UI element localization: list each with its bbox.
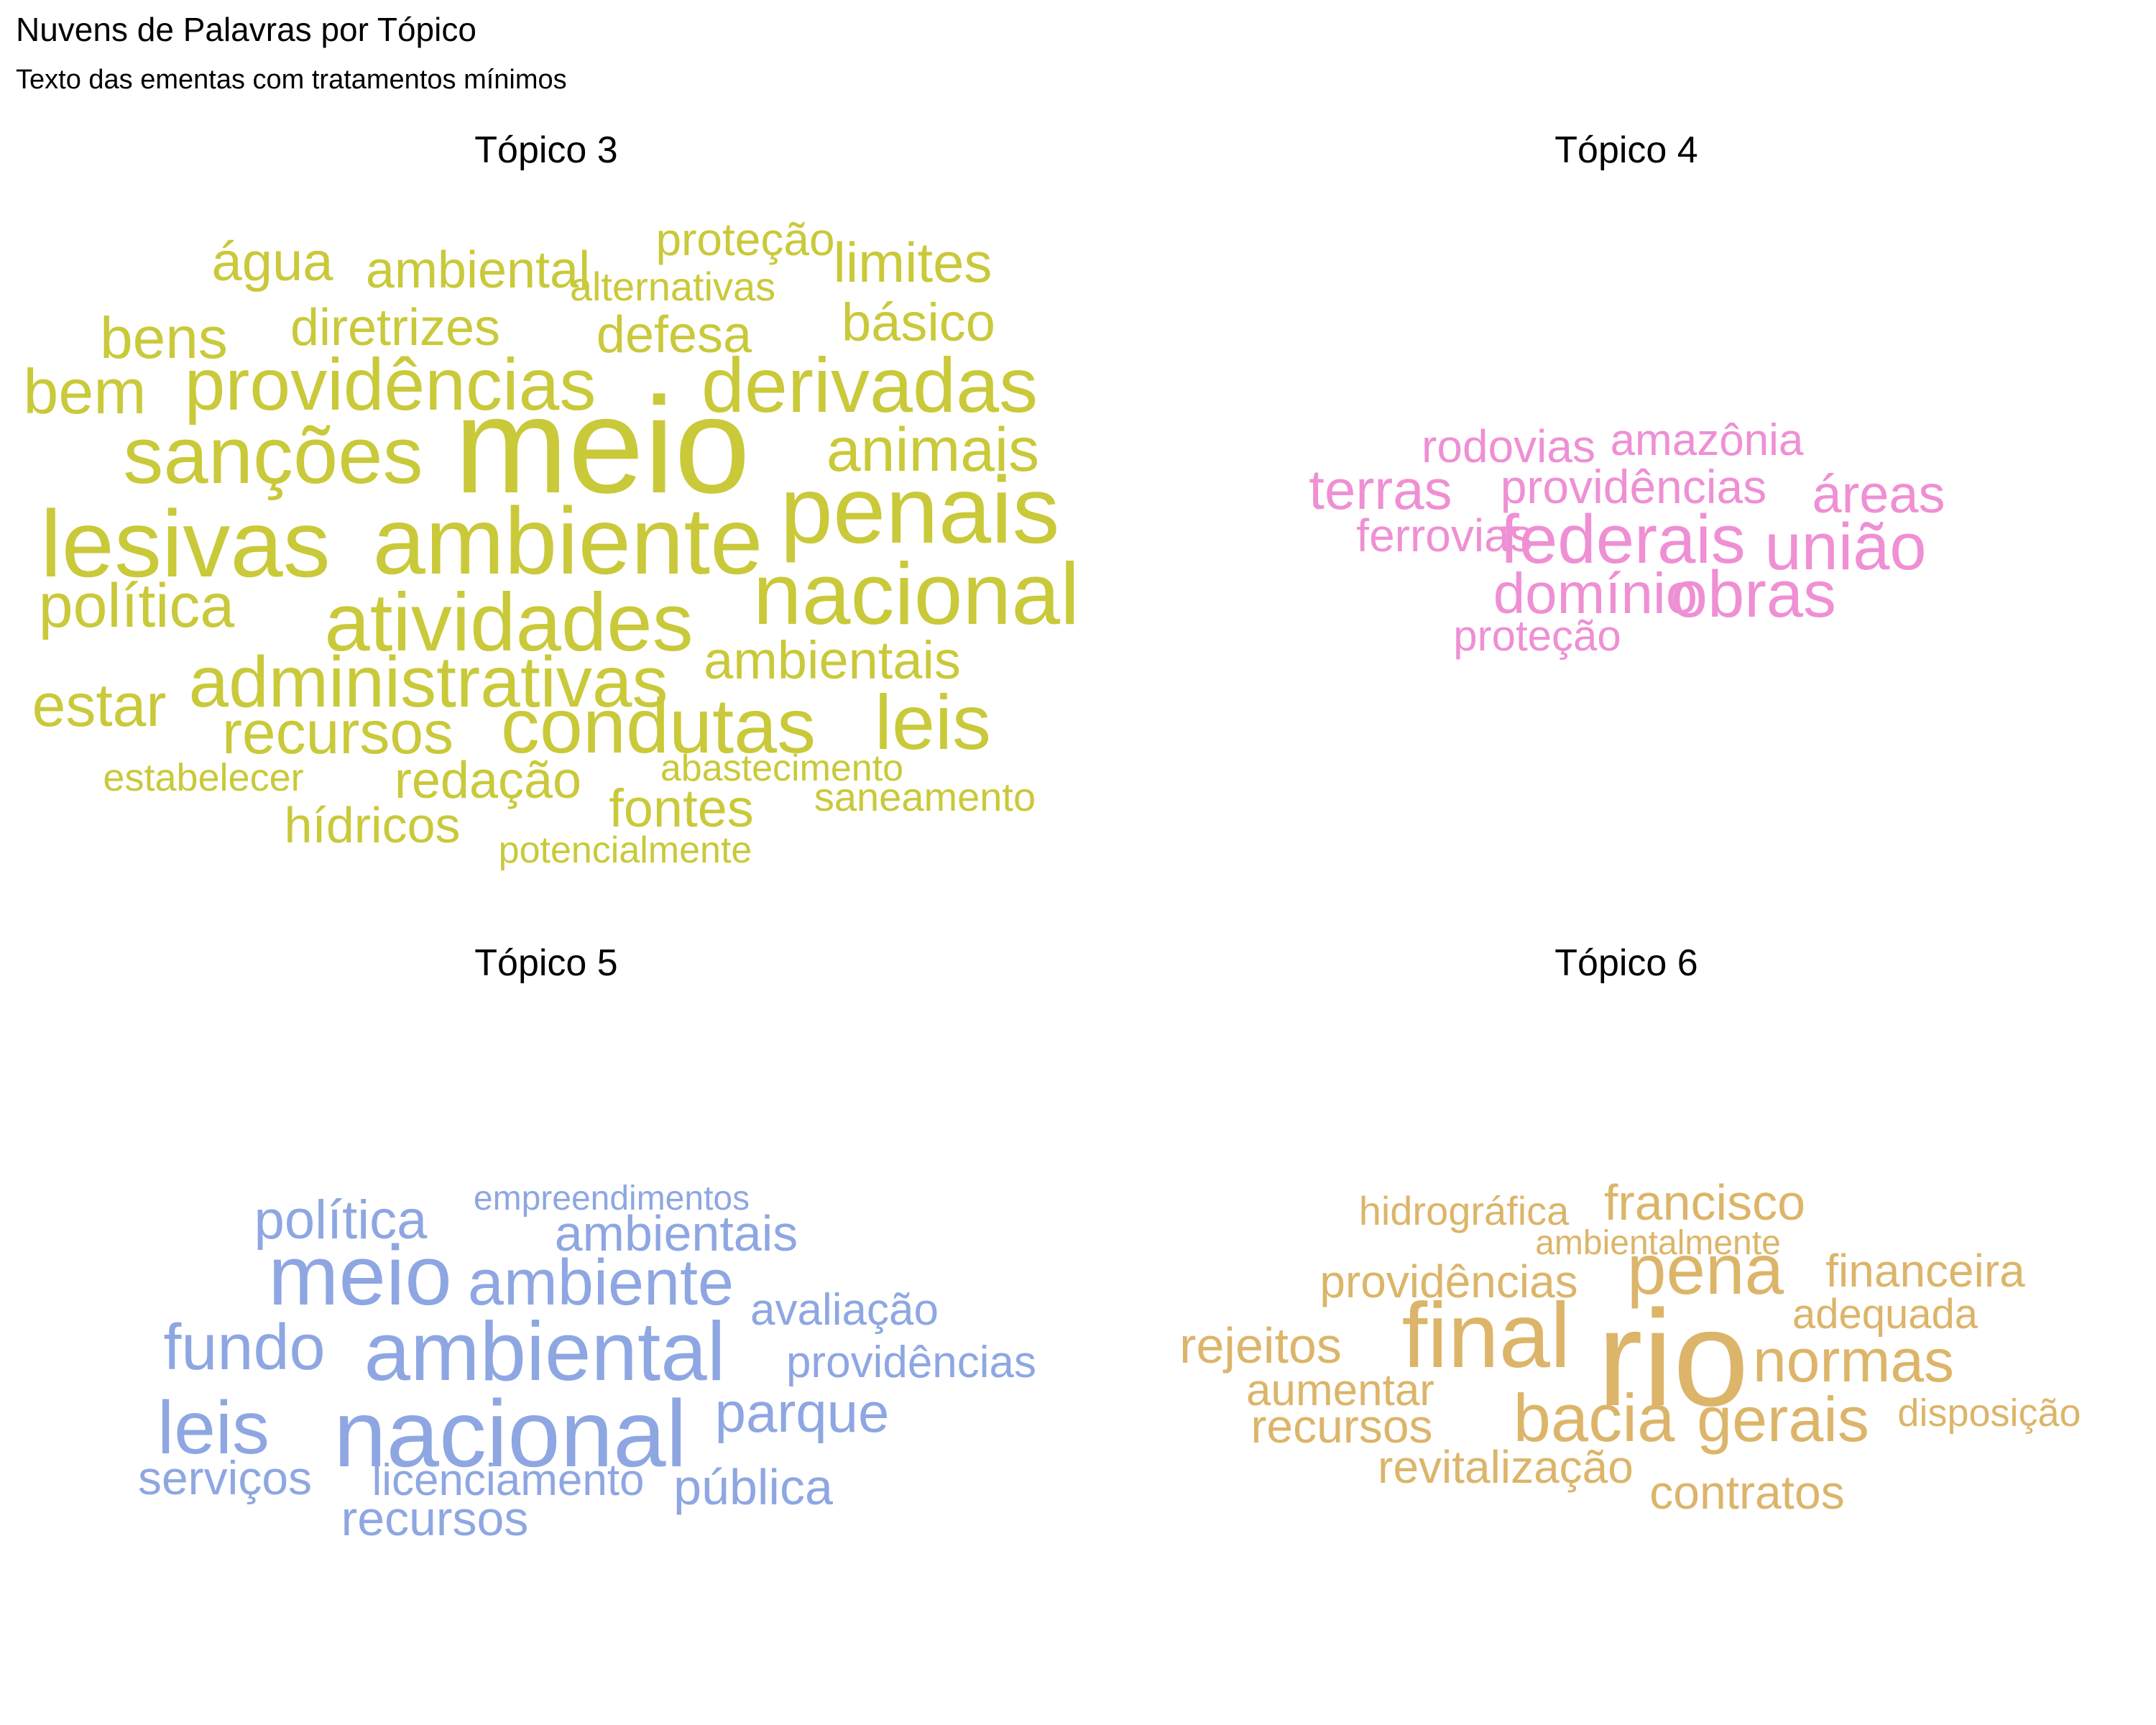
word-atividades: atividades — [324, 577, 693, 668]
word-providências: providências — [1319, 1256, 1577, 1307]
word-disposição: disposição — [1897, 1392, 2081, 1435]
word-bacia: bacia — [1514, 1380, 1675, 1455]
word-rejeitos: rejeitos — [1179, 1317, 1342, 1374]
word-providências: providências — [185, 344, 596, 426]
word-meio: meio — [268, 1228, 452, 1323]
word-ambientais: ambientais — [555, 1205, 798, 1261]
word-ambientalmente: ambientalmente — [1535, 1224, 1781, 1262]
panel-title-topico-4: Tópico 4 — [1554, 129, 1697, 171]
word-terras: terras — [1309, 458, 1452, 521]
word-proteção: proteção — [655, 213, 834, 265]
word-normas: normas — [1753, 1327, 1954, 1394]
word-áreas: áreas — [1812, 464, 1945, 524]
page-title: Nuvens de Palavras por Tópico — [16, 11, 476, 48]
word-ambientais: ambientais — [704, 630, 961, 690]
word-aumentar: aumentar — [1246, 1366, 1434, 1415]
word-nacional: nacional — [753, 545, 1079, 643]
word-recursos: recursos — [222, 699, 453, 766]
word-limites: limites — [833, 231, 992, 294]
word-abastecimento: abastecimento — [660, 748, 903, 789]
word-rodovias: rodovias — [1422, 420, 1595, 472]
word-revitalização: revitalização — [1378, 1441, 1634, 1493]
panel-title-topico-6: Tópico 6 — [1554, 942, 1697, 984]
word-adequada: adequada — [1792, 1291, 1978, 1338]
word-condutas: condutas — [501, 682, 816, 769]
word-derivadas: derivadas — [701, 341, 1038, 428]
word-gerais: gerais — [1697, 1384, 1869, 1455]
word-redação: redação — [395, 752, 581, 809]
word-estabelecer: estabelecer — [103, 756, 303, 799]
word-pena: pena — [1627, 1230, 1784, 1309]
panel-title-topico-3: Tópico 3 — [474, 129, 617, 171]
word-leis: leis — [875, 678, 991, 765]
word-política: política — [39, 571, 235, 640]
word-obras: obras — [1671, 558, 1836, 631]
panel-title-topico-5: Tópico 5 — [474, 942, 617, 984]
word-nacional: nacional — [333, 1381, 687, 1486]
word-ambiente: ambiente — [468, 1247, 734, 1319]
word-alternativas: alternativas — [570, 264, 775, 309]
word-união: união — [1764, 510, 1926, 584]
word-ambiente: ambiente — [372, 488, 763, 594]
word-meio: meio — [454, 369, 750, 522]
word-saneamento: saneamento — [814, 774, 1036, 819]
word-proteção: proteção — [1453, 612, 1621, 660]
word-água: água — [211, 231, 333, 293]
word-ambiental: ambiental — [364, 1305, 726, 1398]
word-domínio: domínio — [1493, 561, 1698, 625]
word-estar: estar — [32, 671, 167, 739]
word-serviços: serviços — [138, 1451, 312, 1504]
word-financeira: financeira — [1825, 1245, 2025, 1297]
word-sanções: sanções — [123, 410, 423, 500]
word-lesivas: lesivas — [40, 491, 330, 597]
word-hídricos: hídricos — [284, 797, 460, 853]
word-administrativas: administrativas — [189, 642, 668, 722]
word-fontes: fontes — [609, 778, 754, 838]
word-rio: rio — [1597, 1282, 1749, 1435]
word-hidrográfica: hidrográfica — [1359, 1188, 1570, 1233]
word-federais: federais — [1500, 501, 1746, 578]
word-diretrizes: diretrizes — [290, 299, 500, 356]
word-ferrovias: ferrovias — [1356, 510, 1532, 561]
word-bem: bem — [23, 356, 146, 427]
word-política: política — [254, 1190, 428, 1251]
word-providências: providências — [1501, 460, 1767, 513]
word-final: final — [1402, 1284, 1571, 1387]
word-fundo: fundo — [163, 1312, 325, 1384]
word-básico: básico — [842, 293, 995, 352]
word-amazônia: amazônia — [1611, 415, 1804, 465]
word-leis: leis — [157, 1386, 270, 1470]
page-subtitle: Texto das ementas com tratamentos mínimo… — [16, 65, 567, 95]
word-recursos: recursos — [341, 1491, 529, 1546]
word-francisco: francisco — [1604, 1174, 1805, 1230]
word-bens: bens — [100, 305, 228, 371]
word-avaliação: avaliação — [750, 1285, 939, 1335]
word-licenciamento: licenciamento — [372, 1455, 644, 1505]
word-cloud-topico-3: meio lesivas ambiente penais sanções nacional… — [23, 213, 1079, 871]
word-recursos: recursos — [1250, 1399, 1432, 1453]
word-potencialmente: potencialmente — [499, 829, 752, 871]
word-pública: pública — [673, 1459, 833, 1515]
word-parque: parque — [715, 1381, 890, 1444]
word-empreendimentos: empreendimentos — [474, 1179, 750, 1218]
word-animais: animais — [826, 415, 1039, 484]
word-contratos: contratos — [1649, 1466, 1844, 1519]
word-defesa: defesa — [596, 306, 752, 364]
word-penais: penais — [780, 457, 1060, 563]
word-providências: providências — [786, 1338, 1036, 1387]
word-ambiental: ambiental — [366, 242, 590, 299]
